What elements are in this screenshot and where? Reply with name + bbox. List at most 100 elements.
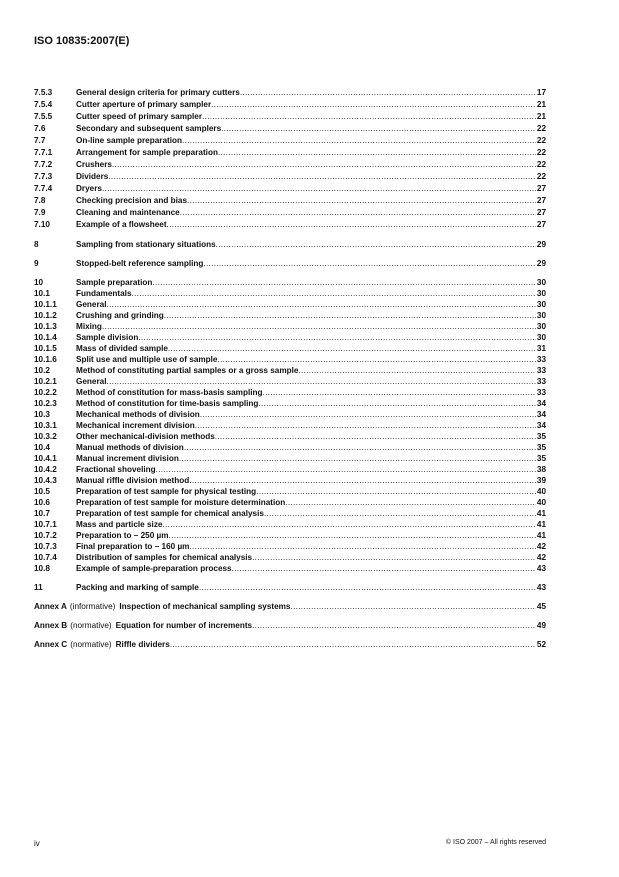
toc-entry[interactable]: 10.3 Mechanical methods of division 34	[34, 409, 546, 420]
page-ref: 30	[536, 278, 546, 287]
toc-entry[interactable]: 7.7.2 Crushers 22	[34, 159, 546, 171]
toc-entry[interactable]: 11 Packing and marking of sample 43	[34, 582, 546, 593]
dot-leader	[168, 343, 536, 354]
dot-leader	[169, 530, 536, 541]
section-number: 7.5.4	[34, 100, 53, 109]
toc-group: 8 Sampling from stationary situations 29	[34, 239, 546, 250]
toc-entry[interactable]: 10.7 Preparation of test sample for chemi…	[34, 508, 546, 519]
section-number: 10.2.1	[34, 377, 57, 386]
toc-entry[interactable]: 10.7.4 Distribution of samples for chemic…	[34, 552, 546, 563]
section-title: Crushing and grinding	[76, 311, 164, 320]
page-ref: 22	[536, 160, 546, 169]
toc-annex-entry[interactable]: Annex A (informative) Inspection of mechan…	[34, 601, 546, 612]
toc-entry[interactable]: 10.1.4 Sample division 30	[34, 332, 546, 343]
section-number: 11	[34, 583, 43, 592]
toc-entry[interactable]: 10.4.2 Fractional shoveling 38	[34, 464, 546, 475]
section-title: Manual riffle division method	[76, 476, 190, 485]
page-ref: 21	[536, 112, 546, 121]
page-ref: 30	[536, 311, 546, 320]
toc-group: Annex B (normative) Equation for number of…	[34, 620, 546, 631]
toc-entry[interactable]: 7.8 Checking precision and bias 27	[34, 195, 546, 207]
toc-entry[interactable]: 10.3.1 Mechanical increment division 34	[34, 420, 546, 431]
toc-entry[interactable]: 7.6 Secondary and subsequent samplers 22	[34, 123, 546, 135]
dot-leader	[200, 409, 536, 420]
toc-entry[interactable]: 10.2.3 Method of constitution for time-ba…	[34, 398, 546, 409]
page-number: iv	[34, 839, 40, 848]
dot-leader	[162, 519, 535, 530]
toc-entry[interactable]: 10.1.1 General 30	[34, 299, 546, 310]
toc-entry[interactable]: 10 Sample preparation 30	[34, 277, 546, 288]
section-title: Example of sample-preparation process	[76, 564, 232, 573]
section-title: Preparation to – 250 µm	[76, 531, 169, 540]
toc-annex-entry[interactable]: Annex B (normative) Equation for number of…	[34, 620, 546, 631]
dot-leader	[156, 464, 536, 475]
toc-entry[interactable]: 10.6 Preparation of test sample for moist…	[34, 497, 546, 508]
page-ref: 33	[536, 366, 546, 375]
toc-entry[interactable]: 7.10 Example of a flowsheet 27	[34, 219, 546, 231]
toc-entry[interactable]: 10.1 Fundamentals 30	[34, 288, 546, 299]
toc-group: Annex C(normative)Riffle dividers 52	[34, 639, 546, 650]
dot-leader	[179, 453, 536, 464]
dot-leader	[252, 620, 536, 631]
section-number: 7.6	[34, 124, 46, 133]
toc-entry[interactable]: 10.1.5 Mass of divided sample 31	[34, 343, 546, 354]
section-title: Cutter speed of primary sampler	[76, 112, 203, 121]
toc-entry[interactable]: 10.7.3 Final preparation to – 160 µm 42	[34, 541, 546, 552]
toc-entry[interactable]: 10.5 Preparation of test sample for physi…	[34, 486, 546, 497]
dot-leader	[221, 123, 536, 135]
page-ref: 43	[536, 583, 546, 592]
toc-entry[interactable]: 7.7.1 Arrangement for sample preparation 2…	[34, 147, 546, 159]
toc-entry[interactable]: 7.7 On-line sample preparation 22	[34, 135, 546, 147]
toc-entry[interactable]: 7.9 Cleaning and maintenance 27	[34, 207, 546, 219]
section-number: 7.7	[34, 136, 46, 145]
annex-label: Annex B	[34, 621, 68, 630]
toc-entry[interactable]: 10.1.2 Crushing and grinding 30	[34, 310, 546, 321]
toc-entry[interactable]: 10.1.3 Mixing 30	[34, 321, 546, 332]
toc-entry[interactable]: 9 Stopped-belt reference sampling 29	[34, 258, 546, 269]
toc-entry[interactable]: 7.5.4 Cutter aperture of primary sampler 2…	[34, 99, 546, 111]
toc-group: 10 Sample preparation 30 10.1 Fundamentals 30…	[34, 277, 546, 574]
section-title: General	[76, 300, 107, 309]
dot-leader	[107, 299, 536, 310]
page-ref: 45	[536, 602, 546, 611]
section-title: Distribution of samples for chemical ana…	[76, 553, 253, 562]
toc-entry[interactable]: 7.5.3 General design criteria for primary…	[34, 87, 546, 99]
toc-annex-entry[interactable]: Annex C(normative)Riffle dividers 52	[34, 639, 546, 650]
toc-entry[interactable]: 10.2 Method of constituting partial sampl…	[34, 365, 546, 376]
toc-entry[interactable]: 10.4.3 Manual riffle division method 39	[34, 475, 546, 486]
section-number: 10.7.3	[34, 542, 57, 551]
section-number: 7.7.2	[34, 160, 53, 169]
toc-entry[interactable]: 10.2.1 General 33	[34, 376, 546, 387]
toc-entry[interactable]: 8 Sampling from stationary situations 29	[34, 239, 546, 250]
dot-leader	[216, 239, 536, 250]
section-title: General	[76, 377, 107, 386]
toc-entry[interactable]: 10.4.1 Manual increment division 35	[34, 453, 546, 464]
page-ref: 29	[536, 240, 546, 249]
section-number: 10.1.2	[34, 311, 57, 320]
dot-leader	[199, 582, 536, 593]
toc-entry[interactable]: 7.5.5 Cutter speed of primary sampler 21	[34, 111, 546, 123]
toc-entry[interactable]: 10.2.2 Method of constitution for mass-ba…	[34, 387, 546, 398]
section-title: Mixing	[76, 322, 102, 331]
section-title: Crushers	[76, 160, 112, 169]
toc-entry[interactable]: 10.8 Example of sample-preparation proces…	[34, 563, 546, 574]
toc-entry[interactable]: 7.7.3 Dividers 22	[34, 171, 546, 183]
section-number: 10.1.3	[34, 322, 57, 331]
toc-entry[interactable]: 10.1.6 Split use and multiple use of samp…	[34, 354, 546, 365]
page-ref: 43	[536, 564, 546, 573]
toc-entry[interactable]: 10.4 Manual methods of division 35	[34, 442, 546, 453]
toc-entry[interactable]: 10.3.2 Other mechanical-division methods 3…	[34, 431, 546, 442]
section-number: 10.7.4	[34, 553, 57, 562]
section-title: Preparation of test sample for chemical …	[76, 509, 264, 518]
section-title: Split use and multiple use of sample	[76, 355, 218, 364]
toc-group: 7.5.3 General design criteria for primary…	[34, 87, 546, 231]
toc-entry[interactable]: 10.7.2 Preparation to – 250 µm 41	[34, 530, 546, 541]
dot-leader	[232, 563, 536, 574]
section-title: Mass and particle size	[76, 520, 163, 529]
dot-leader	[152, 277, 535, 288]
page-ref: 21	[536, 100, 546, 109]
toc-entry[interactable]: 7.7.4 Dryers 27	[34, 183, 546, 195]
section-number: 10.3.1	[34, 421, 57, 430]
toc-entry[interactable]: 10.7.1 Mass and particle size 41	[34, 519, 546, 530]
section-title: On-line sample preparation	[76, 136, 183, 145]
